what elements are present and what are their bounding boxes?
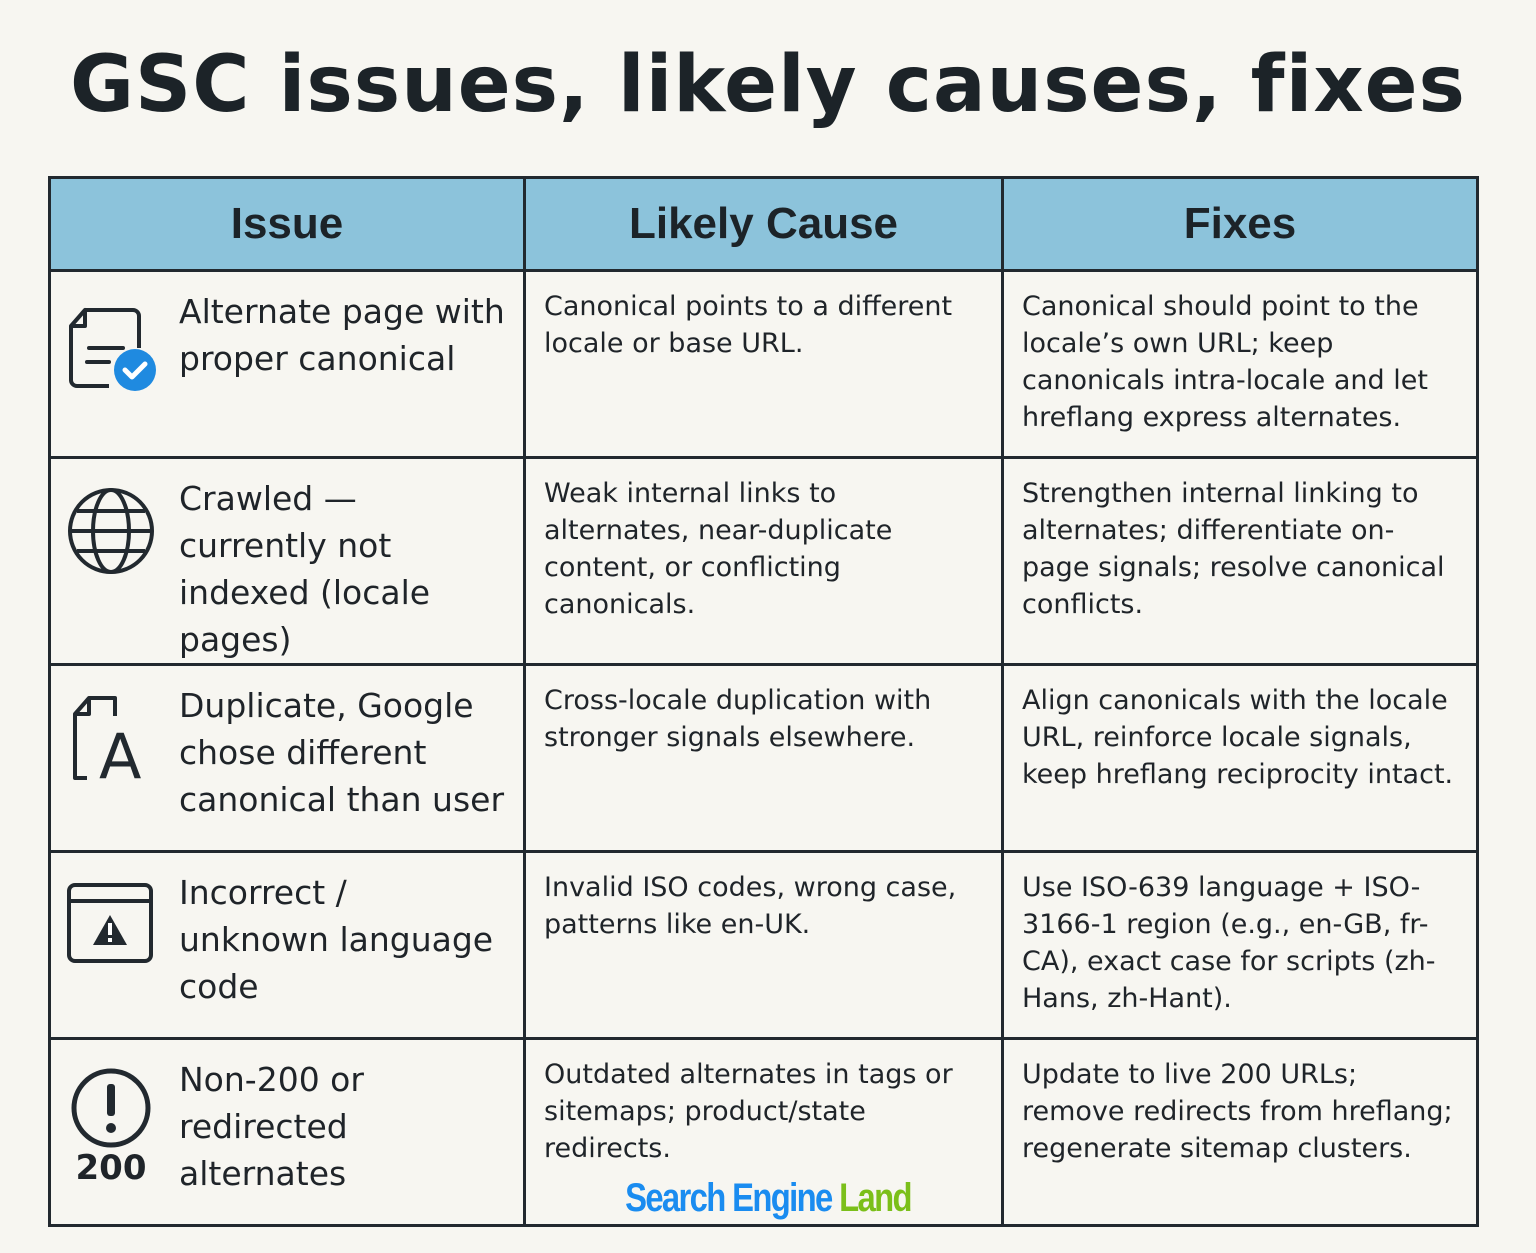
- document-check-icon: [61, 288, 161, 398]
- issues-table: Issue Likely Cause Fixes Alternate page …: [48, 176, 1479, 1227]
- table-row: Incorrect / unknown language code Invali…: [48, 850, 1479, 1040]
- fix-cell: Update to live 200 URLs; remove redirect…: [1001, 1037, 1479, 1227]
- exclamation-circle-icon: 200: [61, 1056, 161, 1187]
- status-code-label: 200: [75, 1148, 147, 1188]
- cause-cell: Invalid ISO codes, wrong case, patterns …: [523, 850, 1004, 1040]
- issue-text: Duplicate, Google chose different canoni…: [179, 686, 505, 819]
- issue-text: Incorrect / unknown language code: [179, 873, 494, 1006]
- issue-text: Alternate page with proper canonical: [179, 292, 505, 378]
- table-header-row: Issue Likely Cause Fixes: [48, 176, 1479, 272]
- fix-cell: Strengthen internal linking to alternate…: [1001, 456, 1479, 666]
- document-letter-a-icon: A: [61, 682, 161, 784]
- page-title: GSC issues, likely causes, fixes: [70, 40, 1466, 130]
- svg-text:A: A: [99, 720, 141, 784]
- fix-cell: Align canonicals with the locale URL, re…: [1001, 663, 1479, 853]
- cause-cell: Canonical points to a different locale o…: [523, 269, 1004, 459]
- logo-part-blue: Search Engine: [625, 1176, 833, 1220]
- header-issue: Issue: [48, 176, 526, 272]
- globe-icon: [61, 475, 161, 577]
- table-row: Crawled — currently not indexed (locale …: [48, 456, 1479, 666]
- table-row: A Duplicate, Google chose different cano…: [48, 663, 1479, 853]
- cause-cell: Outdated alternates in tags or sitemaps;…: [523, 1037, 1004, 1227]
- search-engine-land-logo: Search Engine Land: [138, 1176, 1398, 1221]
- fix-cell: Use ISO-639 language + ISO-3166-1 region…: [1001, 850, 1479, 1040]
- cause-cell: Cross-locale duplication with stronger s…: [523, 663, 1004, 853]
- table-row: 200 Non-200 or redirected alternates Out…: [48, 1037, 1479, 1227]
- header-fixes: Fixes: [1001, 176, 1479, 272]
- issue-text: Crawled — currently not indexed (locale …: [179, 479, 431, 659]
- header-likely-cause: Likely Cause: [523, 176, 1004, 272]
- cause-cell: Weak internal links to alternates, near-…: [523, 456, 1004, 666]
- issue-text: Non-200 or redirected alternates: [179, 1060, 364, 1193]
- logo-part-green: Land: [839, 1176, 912, 1220]
- browser-warning-icon: [61, 869, 161, 967]
- table-row: Alternate page with proper canonical Can…: [48, 269, 1479, 459]
- fix-cell: Canonical should point to the locale’s o…: [1001, 269, 1479, 459]
